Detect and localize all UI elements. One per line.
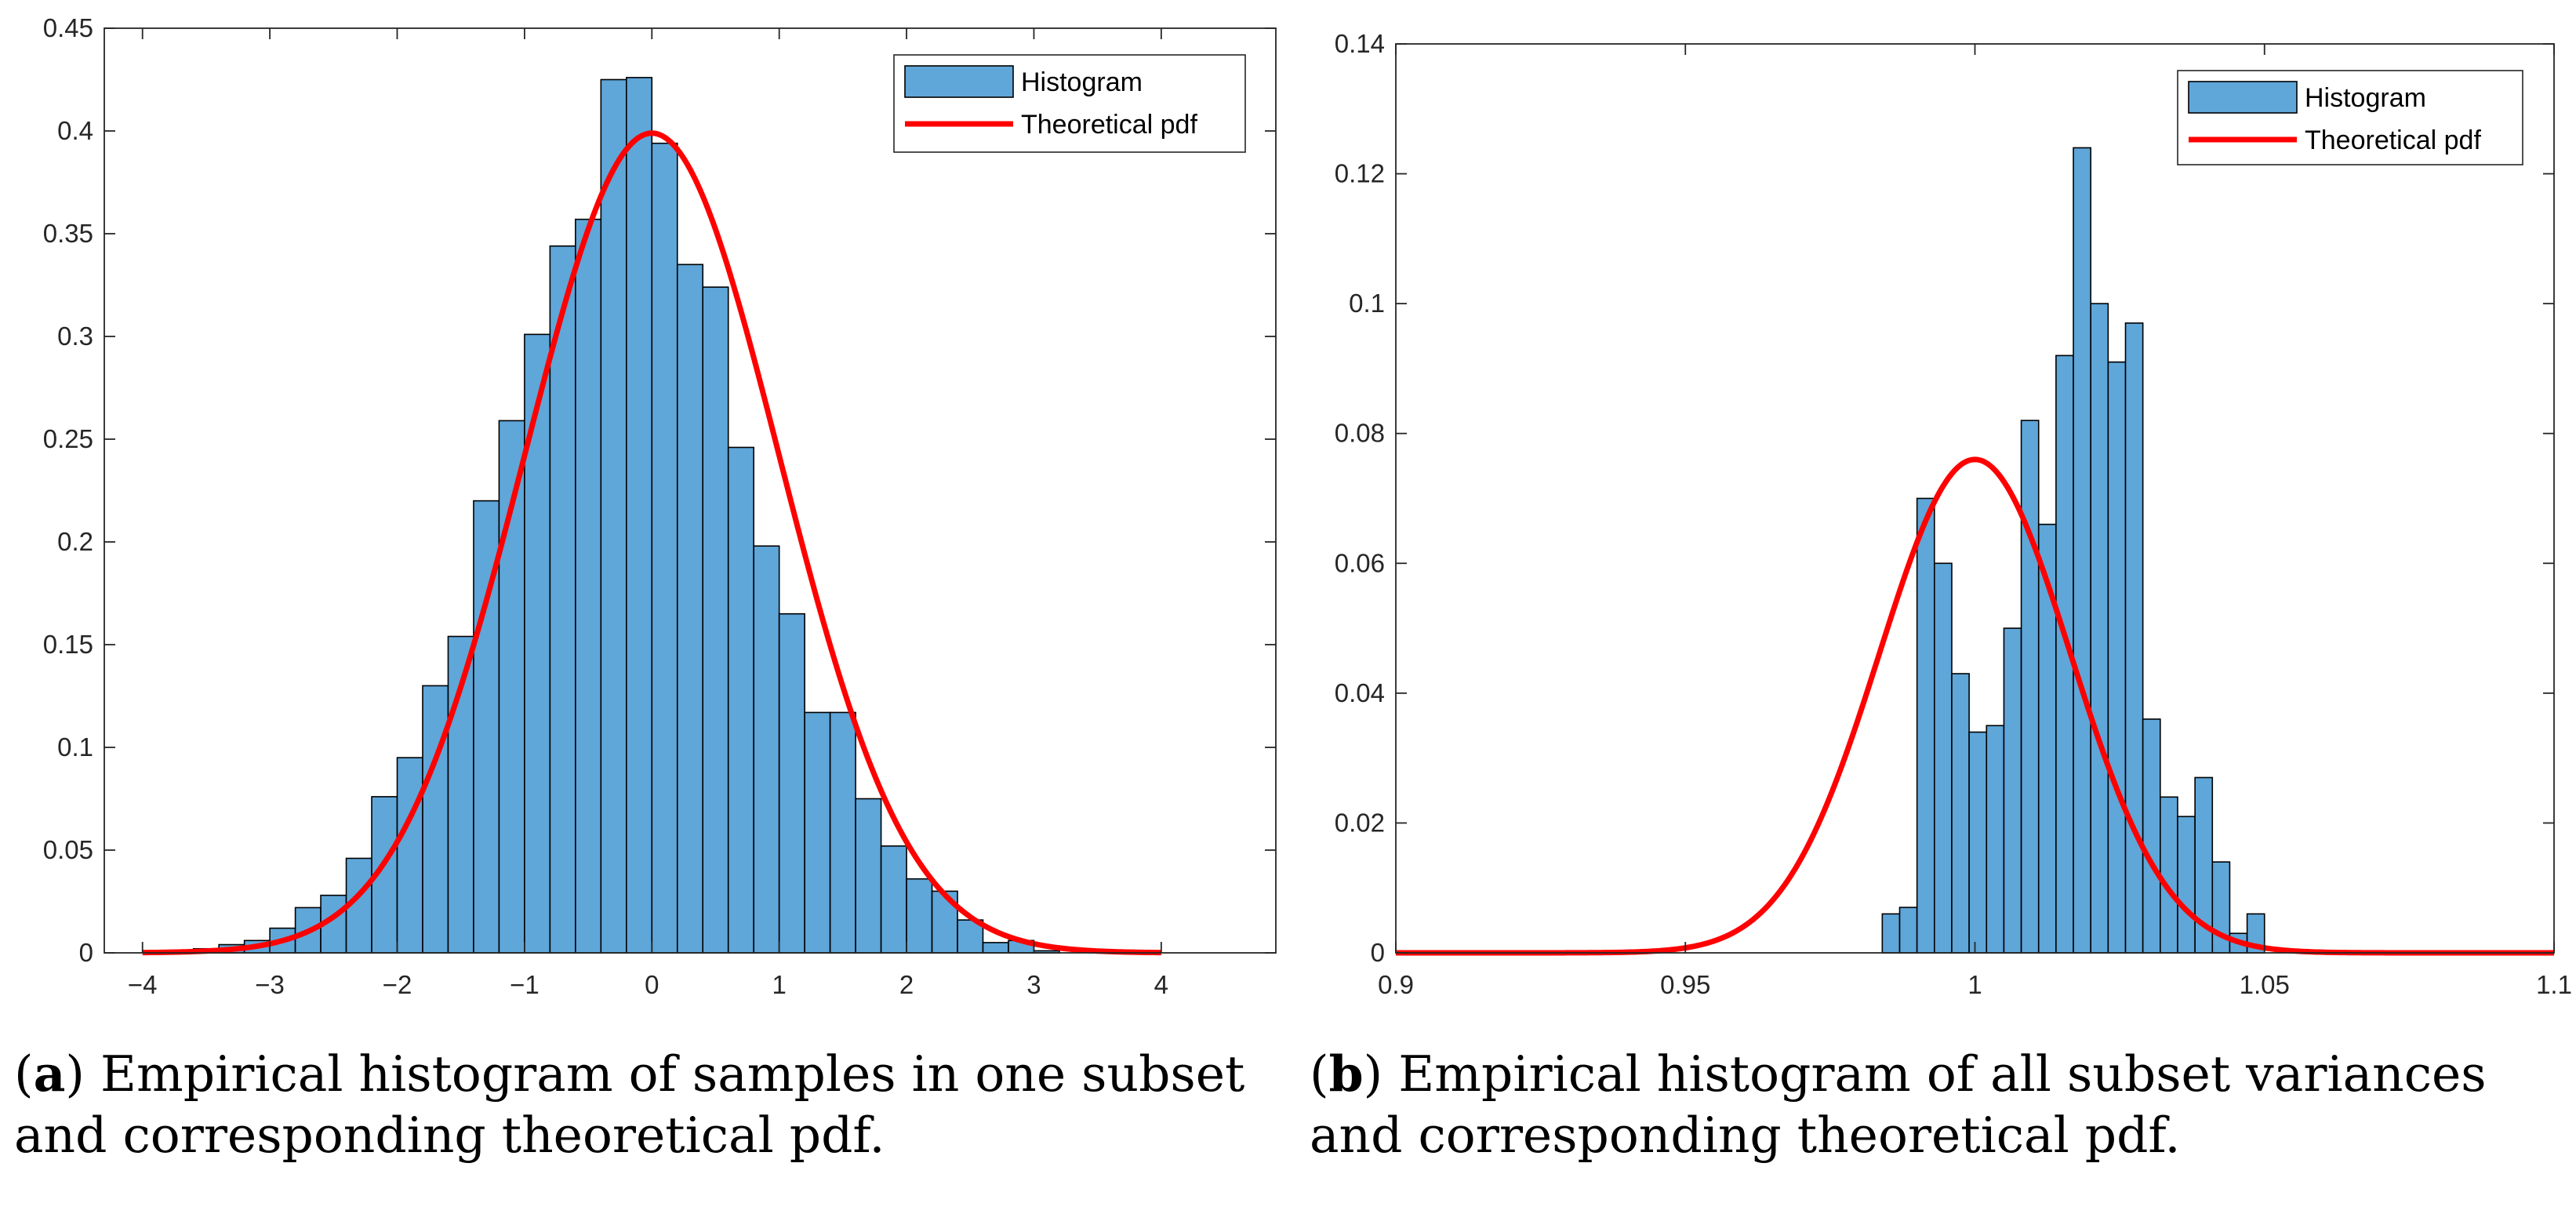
legend-label-pdf: Theoretical pdf [2305, 125, 2481, 155]
x-tick-label: 1.05 [2240, 970, 2290, 999]
x-tick-label: −3 [255, 970, 285, 999]
x-tick-label: 0 [645, 970, 659, 999]
histogram-bar [676, 264, 704, 954]
caption-b-text: Empirical histogram of all subset varian… [1310, 1045, 2487, 1164]
histogram-bar [575, 218, 602, 954]
histogram-bar [702, 286, 729, 954]
histogram-bar [855, 798, 882, 954]
chart-b: 0 0.02 0.04 0.06 0.08 0.1 0.12 0.14 0.9 0.95 1 1.05… [1335, 29, 2572, 999]
y-tick-label: 0.05 [43, 835, 93, 864]
y-tick-label: 0.1 [57, 732, 93, 761]
histogram-bar [1951, 673, 1970, 954]
histogram-bar [2003, 627, 2022, 954]
x-tick-label: 4 [1154, 970, 1168, 999]
histogram-bar [2107, 361, 2127, 954]
x-tick-label: −4 [128, 970, 158, 999]
histogram-bar [1968, 731, 1988, 954]
histogram-bar [829, 711, 856, 954]
histogram-bar [422, 685, 449, 954]
y-tick-label: 0.3 [57, 322, 93, 351]
y-tick-label: 0.15 [43, 630, 93, 659]
y-tick-label: 0.12 [1335, 159, 1385, 188]
histogram-bar [651, 142, 678, 954]
caption-b: (b) Empirical histogram of all subset va… [1310, 1045, 2487, 1164]
legend-a: Histogram Theoretical pdf [893, 54, 1246, 153]
y-tick-label: 0.02 [1335, 808, 1385, 837]
x-tick-label: 1.1 [2536, 970, 2572, 999]
x-tick-label: 0.9 [1378, 970, 1414, 999]
y-tick-label: 0.45 [43, 13, 93, 42]
histogram-bar [2090, 303, 2109, 954]
legend-b: Histogram Theoretical pdf [2177, 70, 2523, 165]
y-tick-label: 0.06 [1335, 548, 1385, 577]
x-tick-label: 1 [1967, 970, 1982, 999]
pdf-curve [142, 130, 1162, 956]
histogram-bar [753, 545, 780, 954]
histogram-bar [2160, 796, 2178, 954]
histogram-bar [626, 77, 653, 954]
caption-a: (a) Empirical histogram of samples in on… [14, 1045, 1245, 1164]
histogram-bar [906, 878, 933, 954]
histogram-bar [727, 446, 754, 954]
histogram-bar [880, 845, 907, 954]
y-tick-label: 0.2 [57, 527, 93, 556]
legend-swatch-histogram [904, 65, 1014, 98]
y-tick-label: 0.35 [43, 219, 93, 248]
y-tick-label: 0.1 [1349, 289, 1385, 318]
histogram-bar [982, 942, 1009, 954]
histogram-bar [1986, 725, 2005, 954]
legend-label-pdf: Theoretical pdf [1021, 110, 1197, 140]
caption-a-text: Empirical histogram of samples in one su… [14, 1045, 1245, 1164]
histogram-bar [1881, 913, 1901, 954]
caption-b-label: b [1328, 1045, 1364, 1103]
x-tick-label: 1 [772, 970, 786, 999]
caption-a-label: a [33, 1045, 66, 1103]
y-tick-label: 0.25 [43, 424, 93, 453]
histogram-bar [1916, 497, 1935, 954]
histogram-bar [396, 757, 423, 954]
chart-a: 0 0.05 0.1 0.15 0.2 0.25 0.3 0.35 0.4 0.45 −4 −3 −2 −… [43, 13, 1277, 999]
legend-label-histogram: Histogram [2305, 83, 2426, 113]
histogram-bar [2142, 718, 2161, 954]
histogram-bar [600, 78, 627, 954]
histogram-bar [804, 711, 831, 954]
x-tick-label: 0.95 [1660, 970, 1710, 999]
x-tick-label: −1 [510, 970, 540, 999]
legend-swatch-histogram [2188, 81, 2298, 114]
y-tick-label: 0.04 [1335, 678, 1385, 707]
x-tick-label: 3 [1026, 970, 1041, 999]
x-tick-label: −2 [383, 970, 412, 999]
y-tick-label: 0.4 [57, 116, 93, 145]
legend-label-histogram: Histogram [1021, 67, 1143, 97]
histogram-bar [778, 612, 805, 954]
histogram-bar [2073, 147, 2091, 954]
x-tick-label: 2 [899, 970, 914, 999]
y-tick-label: 0 [79, 938, 93, 967]
histogram-bar [1934, 562, 1953, 954]
axes-box-a [104, 27, 1277, 954]
histogram-bar [2020, 420, 2040, 954]
y-tick-label: 0 [1371, 938, 1385, 967]
histogram-bar [524, 333, 551, 954]
histogram-bar [1898, 907, 1918, 954]
y-tick-label: 0.14 [1335, 29, 1385, 58]
histogram-bar [2124, 322, 2144, 954]
y-tick-label: 0.08 [1335, 419, 1385, 448]
histogram-bar [2177, 816, 2196, 954]
